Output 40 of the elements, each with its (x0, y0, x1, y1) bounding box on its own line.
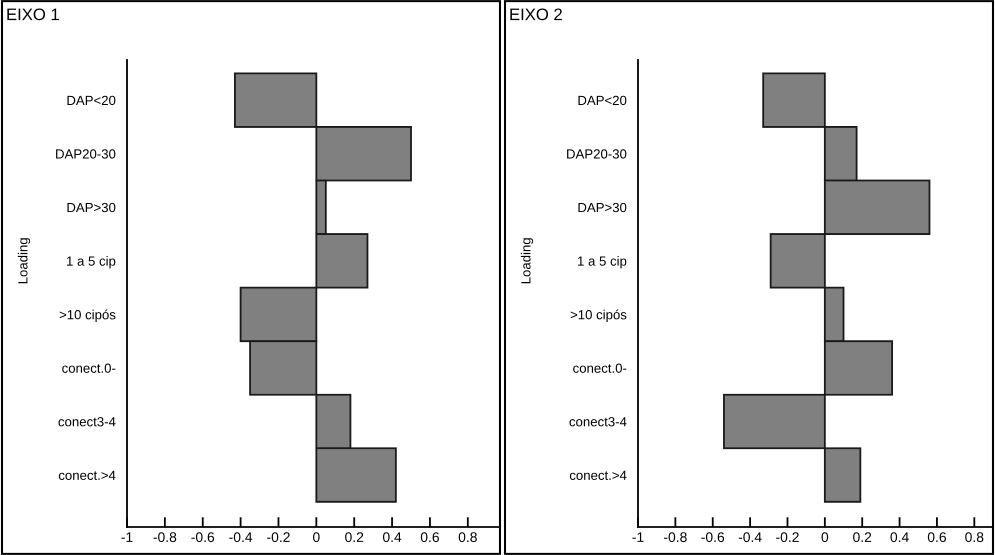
x-tick-label: 0.2 (853, 532, 872, 542)
x-tick-label: 0.6 (928, 532, 946, 542)
y-tick-label: DAP20-30 (56, 149, 116, 159)
x-tick-label: -0.4 (738, 532, 762, 542)
y-tick-label: 1 a 5 cip (67, 256, 116, 268)
x-tick-label: -1 (121, 532, 132, 542)
x-tick-label: -0.2 (267, 532, 290, 542)
y-tick-label: >10 cipós (570, 310, 626, 322)
x-tick-label: -0.8 (154, 532, 176, 542)
y-tick-label: >10 cipós (60, 310, 116, 322)
x-tick-label: 0.2 (345, 532, 364, 542)
y-axis-title: Loading (18, 238, 30, 284)
y-tick-label: conect3-4 (58, 417, 116, 426)
y-tick-label: conect3-4 (570, 417, 627, 426)
x-tick-label: -0.2 (776, 532, 799, 542)
x-tick-label: 0.8 (458, 532, 477, 542)
x-tick-label: 0.4 (382, 532, 402, 542)
y-tick-label: conect.0- (62, 364, 116, 373)
y-tick-label: DAP<20 (67, 96, 116, 106)
y-tick-label: DAP>30 (67, 202, 116, 212)
x-tick-label: 0.8 (965, 532, 984, 542)
y-tick-label: DAP>30 (578, 202, 626, 212)
x-tick-label: -0.8 (664, 532, 687, 542)
y-tick-label: DAP20-30 (567, 149, 626, 159)
x-tick-label: 0 (313, 532, 320, 542)
y-tick-label: conect.0- (573, 364, 626, 373)
x-tick-label: -0.6 (191, 532, 214, 542)
x-tick-label: 0 (822, 532, 828, 542)
x-tick-label: -0.6 (701, 532, 724, 542)
x-tick-label: -0.4 (229, 532, 252, 542)
y-tick-label: DAP<20 (578, 96, 626, 106)
y-tick-label: 1 a 5 cip (578, 256, 626, 268)
chart-title: EIXO 1 (7, 8, 59, 20)
x-tick-label: 0.4 (890, 532, 909, 542)
y-tick-label: conect.>4 (58, 470, 116, 480)
x-tick-label: -1 (632, 532, 644, 542)
y-axis-title: Loading (520, 238, 534, 284)
chart-title: EIXO 2 (510, 8, 562, 20)
x-tick-label: 0.6 (420, 532, 439, 542)
y-tick-label: conect.>4 (570, 470, 627, 480)
